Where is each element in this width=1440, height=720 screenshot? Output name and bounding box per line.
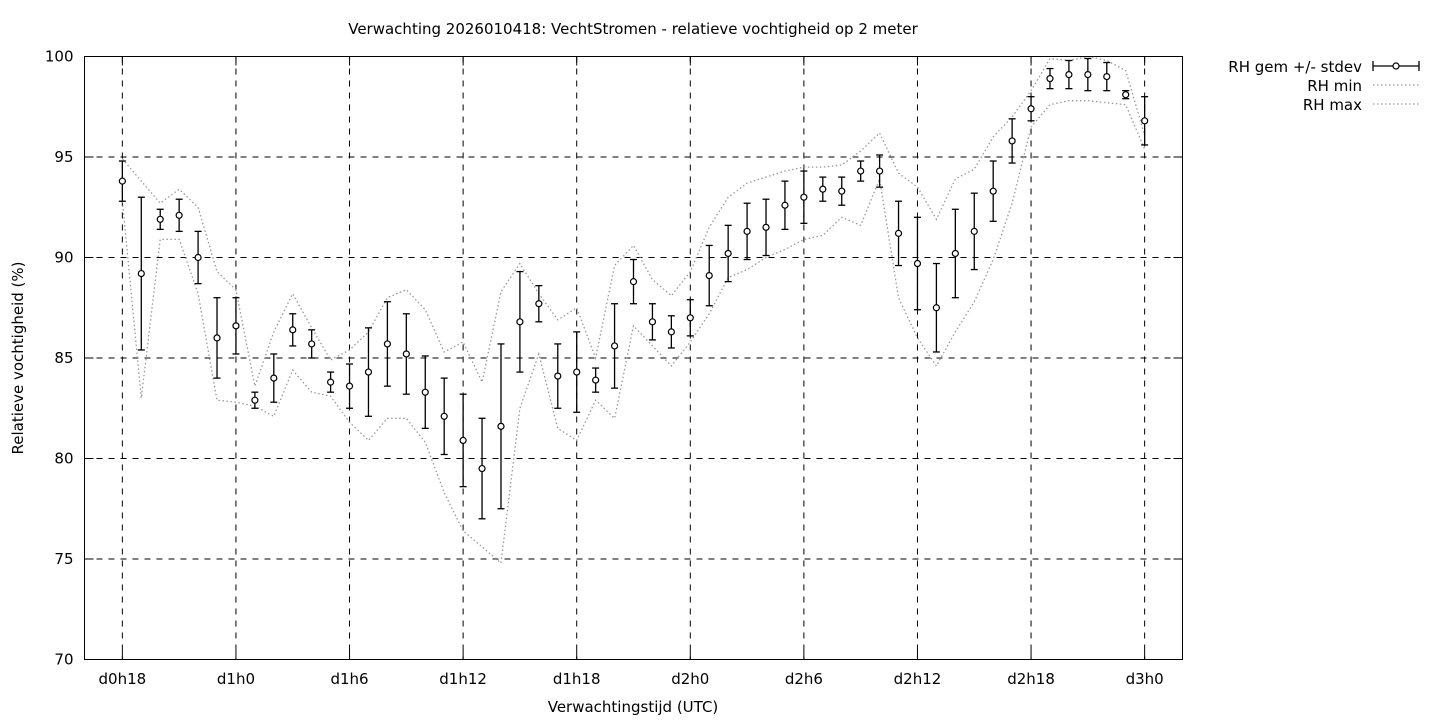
- mean-point: [743, 227, 751, 235]
- legend: RH gem +/- stdev RH min RH max: [1228, 58, 1420, 114]
- mean-point: [1008, 137, 1016, 145]
- mean-point: [1103, 72, 1111, 81]
- mean-point: [383, 340, 391, 348]
- mean-point: [648, 318, 657, 326]
- y-axis-label: Relatieve vochtigheid (%): [9, 261, 27, 454]
- mean-point: [402, 350, 410, 358]
- y-tick-label: 80: [54, 450, 73, 468]
- mean-point: [781, 201, 789, 209]
- mean-point: [289, 326, 297, 334]
- x-tick-label: d3h0: [1126, 670, 1164, 688]
- y-tick-label: 75: [54, 550, 73, 568]
- mean-point: [819, 185, 827, 193]
- line-rh-min: [121, 100, 1146, 565]
- mean-point: [554, 372, 562, 380]
- x-tick-label: d2h6: [785, 670, 823, 688]
- x-tick-label: d1h0: [217, 670, 255, 688]
- mean-point: [213, 334, 221, 342]
- mean-point: [1046, 75, 1054, 83]
- mean-point: [364, 368, 373, 376]
- x-tick-label: d2h12: [894, 670, 942, 688]
- mean-point: [1027, 105, 1035, 113]
- mean-point: [610, 342, 619, 350]
- mean-point: [118, 177, 126, 185]
- y-tick-label: 85: [54, 349, 73, 367]
- x-axis-label: Verwachtingstijd (UTC): [548, 698, 719, 716]
- chart-title: Verwachting 2026010418: VechtStromen - r…: [348, 20, 918, 38]
- mean-point: [951, 249, 959, 258]
- y-tick-label: 95: [54, 148, 73, 166]
- plot-frame: [84, 56, 1183, 660]
- mean-point: [894, 229, 903, 237]
- mean-point: [421, 388, 429, 396]
- mean-point: [308, 340, 316, 348]
- mean-point: [1141, 117, 1149, 125]
- mean-point: [857, 167, 865, 175]
- mean-point: [1122, 91, 1130, 99]
- x-tick-label: d1h18: [553, 670, 601, 688]
- x-tick-label: d1h12: [439, 670, 487, 688]
- mean-point: [478, 464, 486, 473]
- grid: [84, 56, 1183, 660]
- mean-point: [913, 259, 922, 268]
- mean-point: [686, 314, 694, 322]
- mean-point: [194, 253, 202, 262]
- mean-point: [175, 211, 183, 219]
- mean-point: [667, 328, 675, 336]
- mean-point: [440, 412, 448, 420]
- mean-point: [1084, 70, 1092, 79]
- mean-points: [118, 70, 1149, 473]
- mean-point: [573, 368, 581, 376]
- y-tick-labels: 70 75 80 85 90 95 100: [45, 48, 74, 669]
- mean-point: [705, 271, 713, 280]
- legend-label-min: RH min: [1307, 77, 1362, 95]
- mean-point: [592, 376, 600, 384]
- y-tick-label: 90: [54, 249, 73, 267]
- mean-point: [232, 322, 240, 330]
- x-tick-label: d2h18: [1007, 670, 1055, 688]
- mean-point: [838, 187, 846, 195]
- mean-point: [762, 223, 770, 231]
- error-bars: [118, 57, 1149, 520]
- x-tick-label: d2h0: [671, 670, 709, 688]
- min-max-envelope: [121, 55, 1146, 565]
- y-tick-label: 100: [45, 48, 74, 66]
- mean-point: [932, 304, 940, 312]
- mean-point: [251, 396, 259, 404]
- x-tick-label: d0h18: [99, 670, 147, 688]
- legend-label-max: RH max: [1303, 96, 1362, 114]
- x-tick-label: d1h6: [330, 670, 368, 688]
- mean-point: [345, 382, 354, 390]
- mean-point: [876, 167, 884, 175]
- mean-point: [156, 215, 164, 223]
- mean-point: [629, 278, 638, 286]
- mean-point: [970, 227, 978, 235]
- x-tick-labels: d0h18 d1h0 d1h6 d1h12 d1h18 d2h0 d2h6 d2h12 d2h1…: [99, 670, 1164, 688]
- y-tick-label: 70: [54, 651, 73, 669]
- mean-point: [497, 422, 505, 430]
- mean-point: [1065, 70, 1073, 79]
- mean-point: [989, 187, 997, 195]
- mean-point: [800, 193, 808, 201]
- mean-point: [516, 318, 524, 326]
- mean-point: [270, 374, 278, 382]
- mean-point: [724, 249, 732, 258]
- mean-point: [459, 436, 467, 445]
- mean-point: [137, 269, 145, 278]
- legend-label-mean: RH gem +/- stdev: [1228, 58, 1362, 76]
- mean-point: [327, 378, 335, 386]
- legend-sample-mean: [1372, 61, 1420, 71]
- mean-point: [535, 300, 543, 308]
